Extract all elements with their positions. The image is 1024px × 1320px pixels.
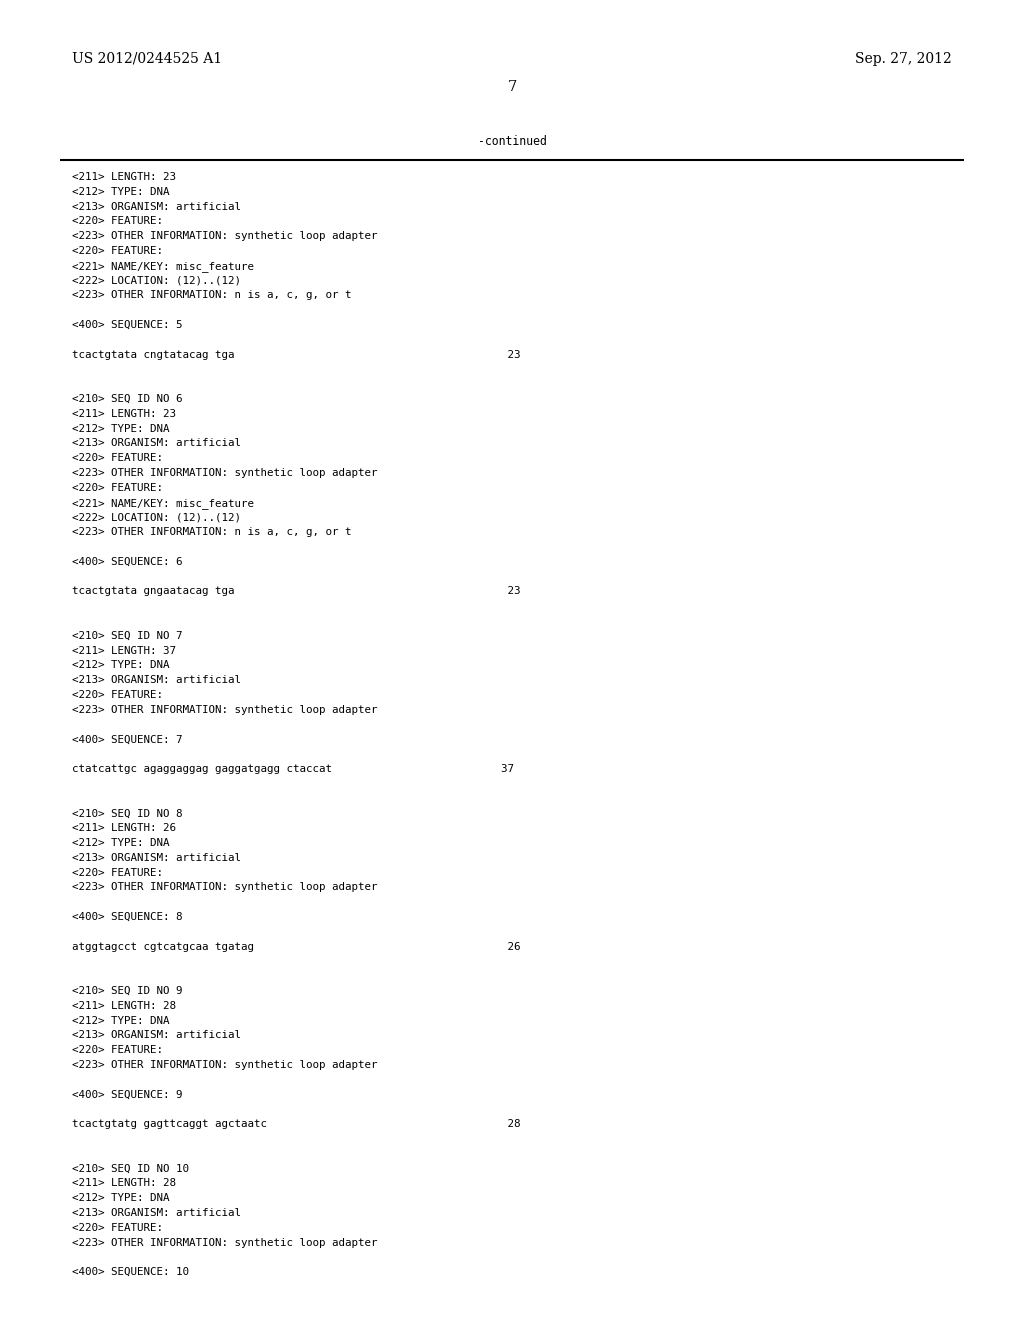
Text: <223> OTHER INFORMATION: synthetic loop adapter: <223> OTHER INFORMATION: synthetic loop … xyxy=(72,231,378,242)
Text: <220> FEATURE:: <220> FEATURE: xyxy=(72,1045,163,1055)
Text: <220> FEATURE:: <220> FEATURE: xyxy=(72,453,163,463)
Text: <211> LENGTH: 28: <211> LENGTH: 28 xyxy=(72,1179,176,1188)
Text: <220> FEATURE:: <220> FEATURE: xyxy=(72,246,163,256)
Text: tcactgtatg gagttcaggt agctaatc                                     28: tcactgtatg gagttcaggt agctaatc 28 xyxy=(72,1119,520,1129)
Text: <223> OTHER INFORMATION: synthetic loop adapter: <223> OTHER INFORMATION: synthetic loop … xyxy=(72,705,378,715)
Text: <223> OTHER INFORMATION: synthetic loop adapter: <223> OTHER INFORMATION: synthetic loop … xyxy=(72,1060,378,1071)
Text: <212> TYPE: DNA: <212> TYPE: DNA xyxy=(72,424,170,433)
Text: <213> ORGANISM: artificial: <213> ORGANISM: artificial xyxy=(72,676,241,685)
Text: <213> ORGANISM: artificial: <213> ORGANISM: artificial xyxy=(72,853,241,863)
Text: <213> ORGANISM: artificial: <213> ORGANISM: artificial xyxy=(72,1208,241,1218)
Text: <210> SEQ ID NO 9: <210> SEQ ID NO 9 xyxy=(72,986,182,997)
Text: <220> FEATURE:: <220> FEATURE: xyxy=(72,216,163,227)
Text: <213> ORGANISM: artificial: <213> ORGANISM: artificial xyxy=(72,202,241,211)
Text: <212> TYPE: DNA: <212> TYPE: DNA xyxy=(72,838,170,847)
Text: tcactgtata cngtatacag tga                                          23: tcactgtata cngtatacag tga 23 xyxy=(72,350,520,359)
Text: <211> LENGTH: 28: <211> LENGTH: 28 xyxy=(72,1001,176,1011)
Text: <210> SEQ ID NO 7: <210> SEQ ID NO 7 xyxy=(72,631,182,640)
Text: <211> LENGTH: 23: <211> LENGTH: 23 xyxy=(72,172,176,182)
Text: tcactgtata gngaatacag tga                                          23: tcactgtata gngaatacag tga 23 xyxy=(72,586,520,597)
Text: <213> ORGANISM: artificial: <213> ORGANISM: artificial xyxy=(72,1031,241,1040)
Text: <400> SEQUENCE: 8: <400> SEQUENCE: 8 xyxy=(72,912,182,921)
Text: <400> SEQUENCE: 9: <400> SEQUENCE: 9 xyxy=(72,1089,182,1100)
Text: <400> SEQUENCE: 10: <400> SEQUENCE: 10 xyxy=(72,1267,189,1278)
Text: <210> SEQ ID NO 6: <210> SEQ ID NO 6 xyxy=(72,393,182,404)
Text: <211> LENGTH: 23: <211> LENGTH: 23 xyxy=(72,409,176,418)
Text: <212> TYPE: DNA: <212> TYPE: DNA xyxy=(72,1015,170,1026)
Text: 7: 7 xyxy=(507,81,517,94)
Text: <210> SEQ ID NO 8: <210> SEQ ID NO 8 xyxy=(72,808,182,818)
Text: <221> NAME/KEY: misc_feature: <221> NAME/KEY: misc_feature xyxy=(72,261,254,272)
Text: <211> LENGTH: 26: <211> LENGTH: 26 xyxy=(72,824,176,833)
Text: <223> OTHER INFORMATION: synthetic loop adapter: <223> OTHER INFORMATION: synthetic loop … xyxy=(72,882,378,892)
Text: <210> SEQ ID NO 10: <210> SEQ ID NO 10 xyxy=(72,1164,189,1173)
Text: <223> OTHER INFORMATION: synthetic loop adapter: <223> OTHER INFORMATION: synthetic loop … xyxy=(72,469,378,478)
Text: <223> OTHER INFORMATION: n is a, c, g, or t: <223> OTHER INFORMATION: n is a, c, g, o… xyxy=(72,290,351,301)
Text: Sep. 27, 2012: Sep. 27, 2012 xyxy=(855,51,952,66)
Text: <221> NAME/KEY: misc_feature: <221> NAME/KEY: misc_feature xyxy=(72,498,254,508)
Text: ctatcattgc agaggaggag gaggatgagg ctaccat                          37: ctatcattgc agaggaggag gaggatgagg ctaccat… xyxy=(72,764,514,774)
Text: <212> TYPE: DNA: <212> TYPE: DNA xyxy=(72,1193,170,1204)
Text: atggtagcct cgtcatgcaa tgatag                                       26: atggtagcct cgtcatgcaa tgatag 26 xyxy=(72,941,520,952)
Text: <211> LENGTH: 37: <211> LENGTH: 37 xyxy=(72,645,176,656)
Text: <222> LOCATION: (12)..(12): <222> LOCATION: (12)..(12) xyxy=(72,512,241,523)
Text: <212> TYPE: DNA: <212> TYPE: DNA xyxy=(72,187,170,197)
Text: <213> ORGANISM: artificial: <213> ORGANISM: artificial xyxy=(72,438,241,449)
Text: <220> FEATURE:: <220> FEATURE: xyxy=(72,1222,163,1233)
Text: <220> FEATURE:: <220> FEATURE: xyxy=(72,483,163,492)
Text: <400> SEQUENCE: 7: <400> SEQUENCE: 7 xyxy=(72,734,182,744)
Text: <223> OTHER INFORMATION: synthetic loop adapter: <223> OTHER INFORMATION: synthetic loop … xyxy=(72,1238,378,1247)
Text: <222> LOCATION: (12)..(12): <222> LOCATION: (12)..(12) xyxy=(72,276,241,285)
Text: US 2012/0244525 A1: US 2012/0244525 A1 xyxy=(72,51,222,66)
Text: <220> FEATURE:: <220> FEATURE: xyxy=(72,690,163,700)
Text: <223> OTHER INFORMATION: n is a, c, g, or t: <223> OTHER INFORMATION: n is a, c, g, o… xyxy=(72,527,351,537)
Text: <400> SEQUENCE: 6: <400> SEQUENCE: 6 xyxy=(72,557,182,566)
Text: <212> TYPE: DNA: <212> TYPE: DNA xyxy=(72,660,170,671)
Text: <220> FEATURE:: <220> FEATURE: xyxy=(72,867,163,878)
Text: <400> SEQUENCE: 5: <400> SEQUENCE: 5 xyxy=(72,319,182,330)
Text: -continued: -continued xyxy=(477,135,547,148)
